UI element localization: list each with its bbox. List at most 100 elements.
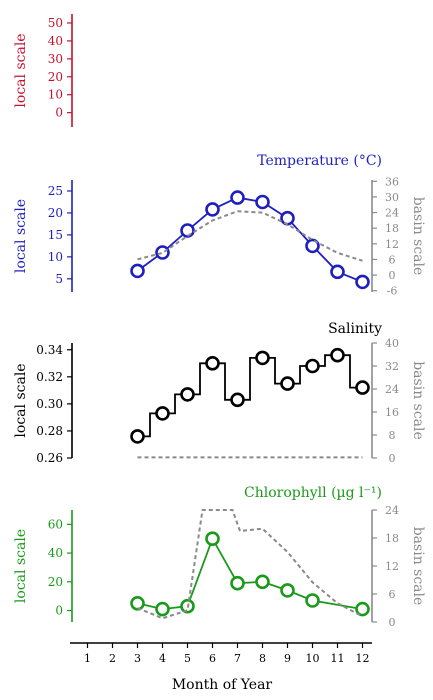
data-point (255, 350, 270, 366)
panel-title: Temperature (°C) (257, 153, 382, 169)
left-tick-label: 20 (48, 206, 63, 220)
data-point (280, 376, 295, 391)
data-point (230, 575, 245, 591)
right-tick-label: 6 (389, 253, 396, 266)
data-point (330, 347, 345, 363)
x-tick-label: 6 (209, 652, 216, 665)
data-point (355, 274, 370, 290)
right-tick-label: 32 (385, 360, 399, 373)
data-point (305, 238, 320, 254)
data-point (205, 202, 220, 217)
data-point (155, 406, 170, 421)
left-tick-label: 10 (48, 250, 63, 264)
data-point (130, 595, 145, 611)
x-tick-label: 2 (109, 652, 116, 665)
left-tick-label: 0 (55, 604, 63, 618)
panel-empty: 0 10 20 30 40 50 local scale (13, 14, 73, 127)
basin-dashed-line (137, 210, 363, 262)
data-point (280, 210, 295, 226)
right-axis-label: basin scale (410, 197, 426, 276)
left-tick-label: 40 (48, 546, 63, 560)
left-tick-label: 10 (48, 88, 63, 102)
data-point (155, 601, 170, 617)
left-tick-label: 20 (48, 70, 63, 84)
data-point (205, 531, 220, 547)
right-axis-label: basin scale (410, 527, 426, 606)
left-tick-label: 0.28 (36, 424, 63, 438)
right-tick-label: 12 (385, 560, 399, 573)
data-point (255, 194, 270, 210)
x-tick-label: 7 (234, 652, 241, 665)
data-point (305, 593, 320, 608)
left-tick-label: 15 (48, 228, 63, 242)
right-tick-label: 18 (385, 222, 399, 235)
data-point (355, 601, 370, 617)
right-tick-label: 36 (385, 175, 399, 188)
right-tick-label: 24 (385, 504, 399, 517)
left-axis-label: local scale (13, 529, 29, 603)
data-point (180, 223, 195, 238)
right-tick-label: 8 (389, 429, 396, 442)
right-tick-label: -6 (387, 285, 398, 298)
x-tick-label: 5 (184, 652, 191, 665)
left-tick-label: 0.34 (36, 343, 63, 357)
panel-chlorophyll: 0 20 40 60 local scale Chlorophyll (µg l⁻¹) 0 6… (13, 485, 426, 629)
x-tick-label: 10 (306, 652, 320, 665)
right-tick-label: 24 (385, 207, 399, 220)
panel-salinity: 0.26 0.28 0.30 0.32 0.34 local scale Salinity 0… (13, 321, 426, 465)
left-tick-label: 5 (55, 272, 63, 286)
x-tick-label: 9 (284, 652, 291, 665)
data-point (355, 380, 370, 395)
right-axis-label: basin scale (410, 361, 426, 440)
left-tick-label: 30 (48, 52, 63, 66)
data-point (180, 387, 195, 402)
panel-title: Chlorophyll (µg l⁻¹) (244, 485, 382, 501)
x-tick-label: 12 (356, 652, 370, 665)
x-tick-label: 4 (159, 652, 166, 665)
left-axis-label: local scale (13, 363, 29, 437)
data-point (205, 355, 220, 371)
left-tick-label: 40 (48, 34, 63, 48)
local-series-line (137, 354, 363, 438)
x-tick-label: 11 (331, 652, 345, 665)
local-series-line (136, 196, 363, 283)
data-point (330, 264, 345, 280)
right-tick-label: 40 (385, 337, 399, 350)
x-axis-label: Month of Year (172, 677, 273, 693)
right-tick-label: 16 (385, 406, 399, 419)
data-point (280, 583, 295, 598)
right-tick-label: 24 (385, 383, 399, 396)
left-axis-label: local scale (13, 199, 29, 273)
left-tick-label: 50 (48, 16, 63, 30)
x-tick-label: 1 (84, 652, 91, 665)
data-point (305, 358, 320, 374)
basin-dashed-line (137, 509, 363, 620)
left-axis-label: local scale (13, 33, 29, 107)
left-tick-label: 0.30 (36, 397, 63, 411)
right-tick-label: 0 (389, 269, 396, 282)
right-tick-label: 0 (389, 616, 396, 629)
data-point (155, 245, 170, 260)
data-point (130, 263, 145, 279)
local-series-line (137, 536, 363, 611)
left-tick-label: 0.32 (36, 370, 63, 384)
data-point (130, 429, 145, 444)
right-tick-label: 6 (389, 588, 396, 601)
panel-temperature: 5 10 15 20 25 local scale Temperature (°C) -6 0 6… (13, 153, 426, 298)
data-point (230, 190, 245, 205)
left-tick-label: 0 (55, 106, 63, 120)
right-tick-label: 12 (385, 238, 399, 251)
right-tick-label: 30 (385, 191, 399, 204)
data-point (230, 392, 245, 408)
data-point (255, 574, 270, 590)
x-tick-label: 3 (134, 652, 141, 665)
right-tick-label: 18 (385, 532, 399, 545)
right-tick-label: 0 (389, 452, 396, 465)
panel-title: Salinity (328, 321, 382, 337)
left-tick-label: 0.26 (36, 451, 63, 465)
x-tick-label: 8 (259, 652, 266, 665)
left-tick-label: 60 (48, 517, 63, 531)
left-tick-label: 20 (48, 575, 63, 589)
